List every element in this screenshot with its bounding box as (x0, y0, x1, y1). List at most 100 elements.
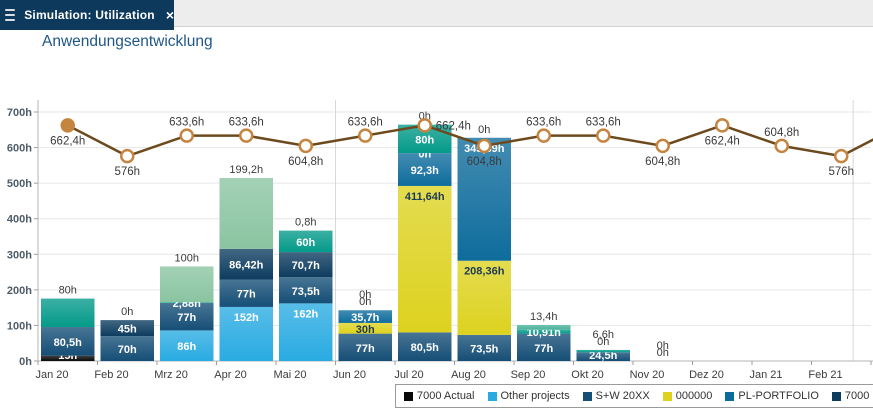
line-marker[interactable] (60, 118, 75, 133)
legend-label: S+W 20XX (595, 390, 650, 402)
bar-segment[interactable] (398, 153, 452, 186)
line-label: 633,6h (169, 117, 204, 129)
bar-label: 152h (234, 312, 259, 324)
line-marker[interactable] (477, 138, 492, 154)
bar-segment[interactable] (338, 333, 393, 361)
legend-item[interactable]: Other projects (487, 390, 570, 402)
y-tick-label: 400h (7, 214, 32, 226)
line-marker[interactable] (536, 128, 551, 143)
legend-swatch (662, 391, 672, 401)
bar-label: 77h (534, 343, 553, 355)
menu-icon[interactable] (5, 9, 16, 21)
bar-segment[interactable] (160, 330, 214, 361)
legend-item[interactable]: 7000 Actual (404, 390, 475, 402)
bar-segment[interactable] (398, 332, 452, 361)
line-marker[interactable] (239, 128, 254, 143)
x-tick-label: Jan 20 (35, 369, 68, 381)
line-label: 633,6h (348, 117, 383, 129)
line-marker[interactable] (774, 138, 789, 154)
line-label: 576h (114, 166, 140, 178)
x-tick-label: Mai 20 (273, 369, 306, 381)
bar-segment[interactable] (576, 349, 631, 353)
bar-label: 70h (118, 344, 137, 356)
bar-label: 80,5h (411, 342, 439, 354)
x-tick-label: Jul 20 (394, 369, 423, 381)
x-tick-label: Apr 20 (214, 369, 246, 381)
line-label: 633,6h (526, 117, 561, 129)
bar-segment[interactable] (517, 329, 571, 334)
bar-segment[interactable] (457, 260, 512, 335)
bar-segment[interactable] (517, 333, 571, 361)
y-tick-label: 200h (7, 285, 32, 297)
line-marker[interactable] (417, 118, 432, 133)
bar-segment[interactable] (100, 336, 155, 361)
bar-segment[interactable] (219, 279, 274, 307)
above-bar-label: 0,8h (295, 216, 316, 228)
bar-label: 77h (237, 289, 256, 301)
bar-label: 73,5h (292, 286, 320, 298)
x-tick-label: Mrz 20 (154, 369, 188, 381)
bar-segment[interactable] (279, 230, 333, 253)
bar-segment[interactable] (279, 277, 333, 304)
legend-label: Other projects (500, 390, 570, 402)
bar-label: 92,3h (411, 165, 439, 177)
bar-segment[interactable] (160, 266, 214, 302)
bar-segment[interactable] (41, 298, 95, 328)
x-tick-label: Jan 21 (749, 369, 782, 381)
line-marker[interactable] (358, 128, 373, 143)
legend-label: 7000 (844, 390, 870, 402)
x-tick-label: Okt 20 (571, 369, 603, 381)
line-marker[interactable] (715, 118, 730, 133)
line-marker[interactable] (120, 148, 135, 164)
bar-segment[interactable] (41, 355, 95, 361)
legend-swatch (582, 391, 592, 401)
bar-segment[interactable] (338, 310, 393, 323)
bar-segment[interactable] (219, 248, 274, 280)
bar-label: 162h (293, 308, 318, 320)
legend-swatch (404, 391, 413, 401)
bar-segment[interactable] (398, 185, 452, 333)
line-marker[interactable] (179, 128, 194, 143)
legend-item[interactable]: 7000 (831, 390, 870, 402)
bar-segment[interactable] (100, 320, 155, 337)
close-icon[interactable]: × (165, 7, 174, 23)
bar-segment[interactable] (279, 303, 333, 361)
bar-label: 80h (415, 134, 434, 146)
bar-segment[interactable] (160, 303, 214, 331)
bar-label: 35,7h (351, 312, 379, 324)
bar-label: 24,5h (589, 350, 617, 362)
x-tick-label: Nov 20 (630, 369, 665, 381)
above-bar-label: 0h (657, 340, 669, 352)
line-marker[interactable] (834, 148, 849, 164)
bar-label: 60h (296, 237, 315, 249)
legend-swatch (831, 391, 841, 401)
line-marker[interactable] (596, 128, 611, 143)
bar-label: 30h (356, 324, 375, 336)
bar-segment[interactable] (576, 352, 631, 361)
above-bar-label: 80h (59, 285, 77, 297)
chart-legend: 7000 Actual Other projects S+W 20XX 000000 P… (395, 384, 873, 408)
bar-segment[interactable] (219, 177, 274, 249)
bar-segment[interactable] (517, 324, 571, 330)
bar-segment[interactable] (338, 322, 393, 334)
bar-segment[interactable] (41, 327, 95, 356)
legend-item[interactable]: 000000 (662, 390, 713, 402)
bar-segment[interactable] (457, 137, 512, 261)
bar-segment[interactable] (279, 252, 333, 278)
legend-item[interactable]: S+W 20XX (582, 390, 650, 402)
x-tick-label: Aug 20 (451, 369, 486, 381)
y-tick-label: 300h (7, 249, 32, 261)
legend-item[interactable]: PL-PORTFOLIO (725, 390, 819, 402)
tab-title: Simulation: Utilization (24, 8, 155, 22)
above-bar-label: 0h (657, 347, 669, 359)
bar-segment[interactable] (219, 306, 274, 361)
above-bar-label: 13,4h (530, 311, 558, 323)
bar-segment[interactable] (160, 301, 214, 304)
line-marker[interactable] (655, 138, 670, 154)
tab-simulation-utilization[interactable]: Simulation: Utilization × (0, 0, 174, 30)
legend-label: 000000 (675, 390, 713, 402)
bar-segment[interactable] (457, 334, 512, 361)
y-tick-label: 100h (7, 320, 32, 332)
line-marker[interactable] (298, 138, 313, 154)
